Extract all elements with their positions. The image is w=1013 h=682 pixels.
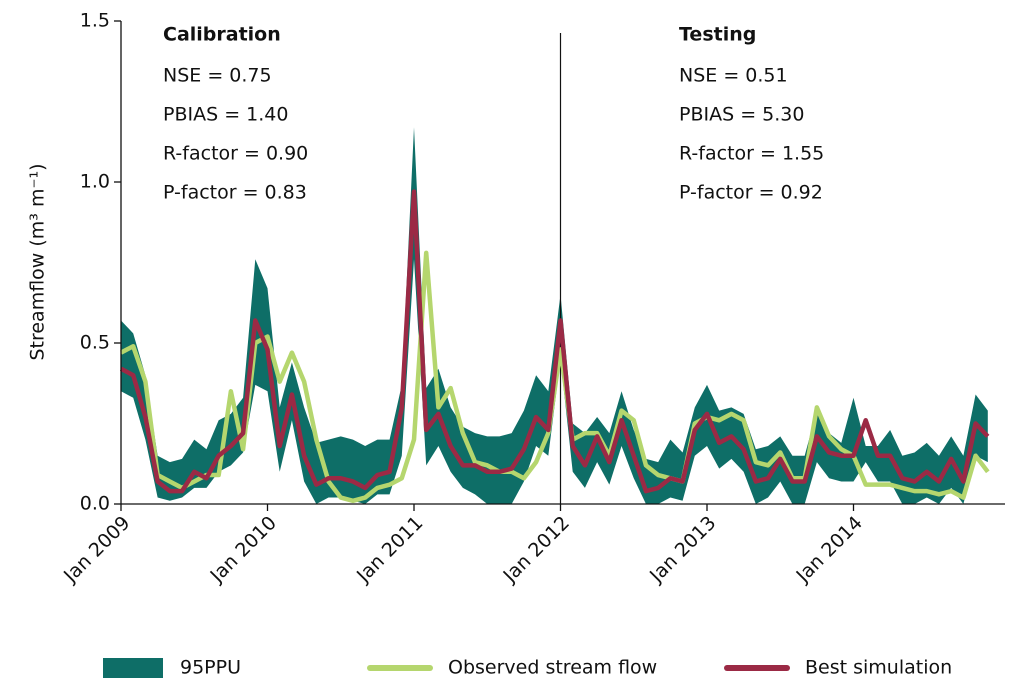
x-tick-label: Jan 2010 <box>205 512 280 587</box>
uncertainty-band <box>121 127 988 504</box>
annotation-line: NSE = 0.75 <box>163 65 272 87</box>
y-tick-label: 1.5 <box>80 10 110 32</box>
x-tick-label: Jan 2009 <box>59 512 134 587</box>
x-tick-label: Jan 2012 <box>498 512 573 587</box>
x-tick-label: Jan 2013 <box>645 512 720 587</box>
annotation-line: PBIAS = 5.30 <box>679 104 804 126</box>
annotation-line: PBIAS = 1.40 <box>163 104 288 126</box>
annotation-line: R-factor = 1.55 <box>679 143 824 165</box>
annotation-title: Calibration <box>163 24 281 46</box>
annotation-title: Testing <box>679 24 756 46</box>
y-tick-label: 0.5 <box>80 332 110 354</box>
x-tick-label: Jan 2014 <box>791 512 866 587</box>
annotation-line: P-factor = 0.92 <box>679 182 823 204</box>
legend-swatch <box>103 658 163 678</box>
annotation-line: NSE = 0.51 <box>679 65 788 87</box>
annotation-line: R-factor = 0.90 <box>163 143 308 165</box>
annotation-line: P-factor = 0.83 <box>163 182 307 204</box>
y-tick-label: 1.0 <box>80 171 110 193</box>
legend-label: Best simulation <box>805 657 952 679</box>
y-axis-label: Streamflow (m³ m⁻¹) <box>27 163 49 360</box>
x-tick-label: Jan 2011 <box>352 512 427 587</box>
legend-label: Observed stream flow <box>448 657 657 679</box>
series-line <box>119 189 990 494</box>
legend-label: 95PPU <box>180 657 241 679</box>
y-tick-label: 0.0 <box>80 493 110 515</box>
